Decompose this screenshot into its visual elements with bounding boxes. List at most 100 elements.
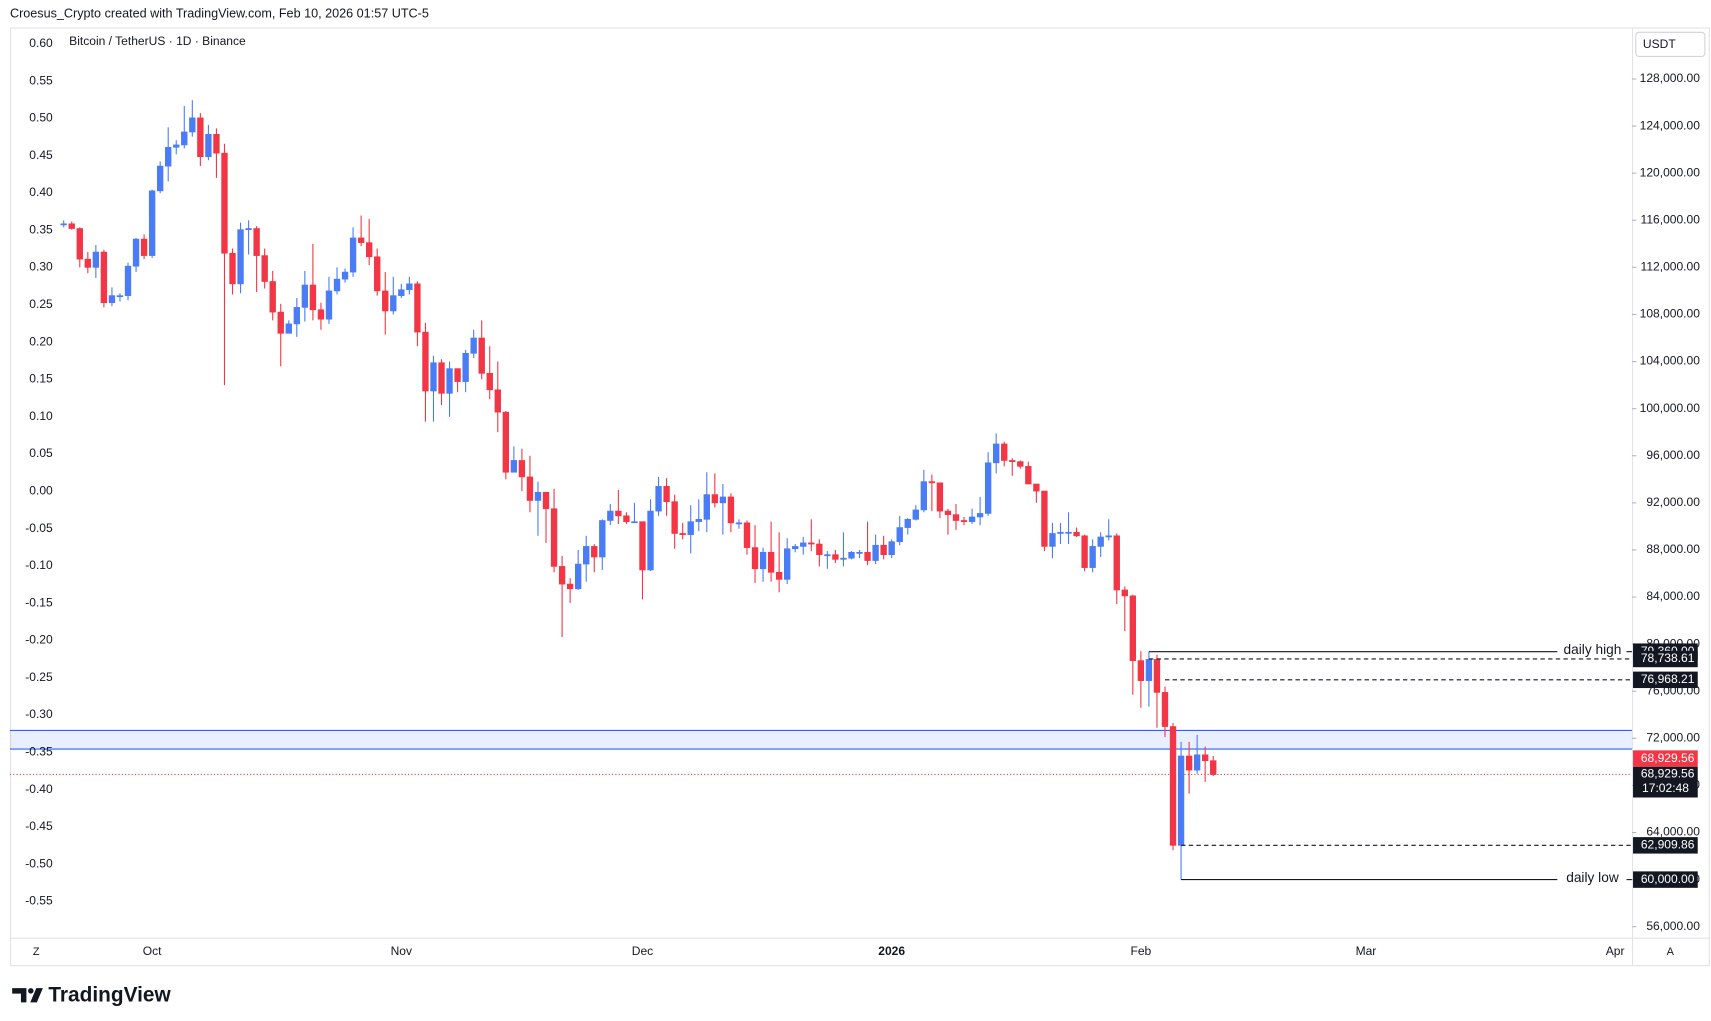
candle-body [92, 251, 100, 268]
candle-body [1089, 546, 1096, 568]
y-tick-label: 108,000.00 [1640, 307, 1701, 321]
candle-body [197, 117, 204, 158]
candle-body [703, 494, 710, 520]
level-label: 62,909.86 [1641, 838, 1695, 852]
level-name: daily low [1566, 870, 1619, 885]
candle-body [1113, 535, 1120, 591]
y-tick-label: 72,000.00 [1646, 731, 1700, 745]
candle-body [1153, 659, 1161, 693]
candle-body [647, 510, 654, 571]
candle-body [743, 522, 751, 548]
candle-body [671, 501, 678, 534]
y2-tick-label: 0.00 [29, 483, 53, 497]
candle-body [357, 237, 365, 243]
chart-title: Bitcoin / TetherUS · 1D · Binance [69, 34, 246, 48]
candle-body [309, 284, 317, 311]
level-label: 78,738.61 [1641, 651, 1695, 665]
candle-body [751, 547, 759, 570]
y-tick-label: 124,000.00 [1640, 118, 1701, 132]
candle-body [928, 481, 936, 484]
level-label: 60,000.00 [1641, 872, 1695, 886]
candle-body [502, 411, 510, 473]
axis-button[interactable]: A [1667, 946, 1675, 958]
candle-body [430, 362, 437, 392]
frame [9, 27, 1710, 967]
candle-body [156, 165, 164, 192]
plot-area: daily high daily low [9, 100, 1632, 885]
candle-body [1001, 443, 1008, 461]
candle-body [414, 283, 421, 333]
candle-body [341, 271, 349, 280]
candle-body [912, 509, 919, 520]
candle-body [695, 518, 702, 523]
candle-body [960, 520, 968, 523]
candle-body [518, 460, 526, 478]
candle-body [253, 228, 260, 256]
candle-body [808, 542, 815, 545]
candle-body [719, 496, 727, 504]
candle-body [1033, 483, 1040, 492]
candle-body [1041, 490, 1048, 547]
candle-body [293, 307, 301, 325]
candle-body [534, 491, 542, 501]
candle-body [446, 368, 453, 394]
candle-body [655, 486, 662, 512]
candle-body [1105, 535, 1112, 538]
header: Croesus_Crypto created with TradingView.… [10, 7, 429, 21]
candle-body [1145, 659, 1153, 681]
y2-tick-label: 0.15 [29, 372, 53, 386]
candle-body [639, 521, 646, 571]
candle-body [896, 527, 903, 543]
candle-body [261, 255, 268, 282]
candle-body [920, 481, 928, 511]
candle-body [132, 238, 140, 267]
candle-body [124, 265, 132, 296]
y-tick-label: 120,000.00 [1640, 165, 1701, 179]
candle-body [607, 510, 614, 521]
candle-body [904, 518, 911, 528]
y2-tick-label: -0.40 [25, 782, 53, 796]
candle-body [550, 508, 558, 567]
candle-body [1137, 660, 1145, 681]
candle-body [1177, 755, 1185, 846]
x-tick-label: Oct [143, 944, 162, 958]
y-tick-label: 116,000.00 [1641, 212, 1701, 226]
currency: USDT [1643, 37, 1676, 51]
x-tick-label: Nov [391, 944, 412, 958]
axes: 56,000.0060,000.0064,000.0068,000.0072,0… [25, 36, 1700, 958]
candle-body [824, 554, 831, 557]
candle-body [84, 258, 92, 268]
branding: TradingView [48, 983, 171, 1006]
candle-body [542, 491, 550, 510]
candle-body [1129, 595, 1137, 661]
y-tick-label: 84,000.00 [1646, 589, 1700, 603]
candle-body [574, 563, 582, 590]
candle-body [229, 252, 236, 285]
candle-body [832, 554, 839, 560]
candle-body [325, 290, 333, 320]
candle-body [952, 514, 960, 521]
candle-body [968, 516, 976, 523]
x-tick-label: Dec [632, 944, 653, 958]
logo: TradingView [12, 983, 171, 1006]
currency-box[interactable] [1635, 31, 1706, 58]
y2-tick-label: 0.20 [29, 334, 53, 348]
candle-body [317, 309, 325, 320]
y2-tick-label: 0.05 [29, 446, 53, 460]
candle-body [422, 331, 429, 392]
candle-body [277, 311, 284, 334]
candle-body [494, 389, 501, 413]
candle-body [189, 117, 196, 133]
x-tick-label: 2026 [878, 944, 905, 958]
candle-body [1210, 760, 1217, 775]
y2-tick-label: 0.55 [29, 73, 53, 87]
candle-body [454, 368, 461, 382]
axis-button[interactable]: Z [33, 946, 40, 958]
last-price-label: 68,929.56 [1641, 751, 1695, 765]
candle-body [76, 228, 83, 260]
candle-body [1065, 531, 1072, 534]
candle-body [1193, 754, 1201, 771]
